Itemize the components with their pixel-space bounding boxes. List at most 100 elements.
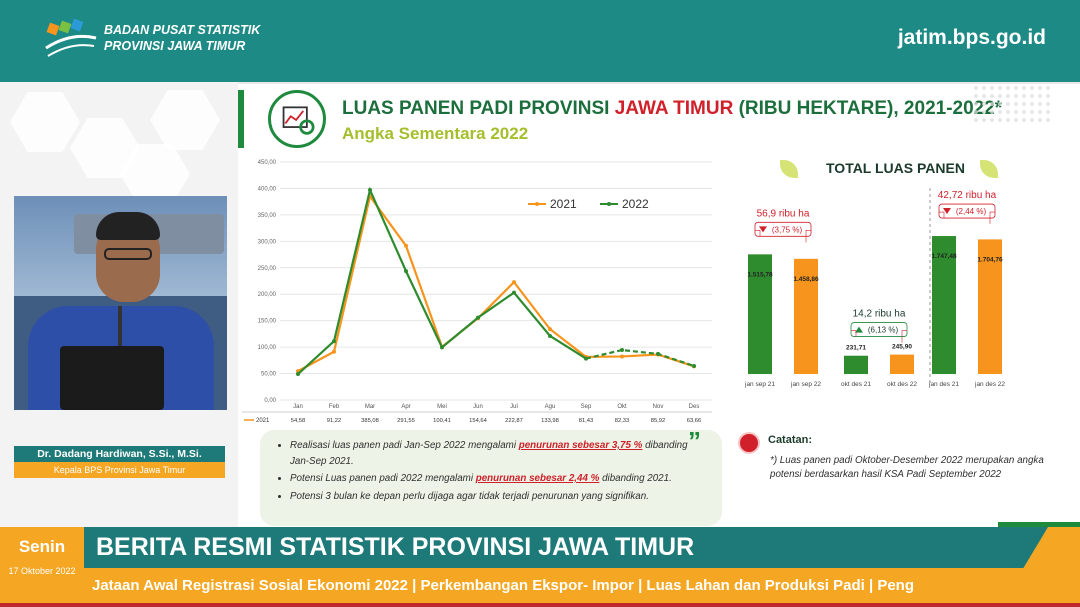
x-tick-label: Jan bbox=[293, 404, 303, 410]
bar-value-label: 245,90 bbox=[892, 344, 912, 351]
legend-label: 2021 bbox=[550, 197, 577, 211]
date-label: 17 Oktober 2022 bbox=[8, 566, 76, 576]
presentation-slide: LUAS PANEN PADI PROVINSI JAWA TIMUR (RIB… bbox=[238, 84, 1080, 527]
leaf-icon bbox=[780, 160, 798, 178]
harvest-charts: 0,00 50,00 100,00 150,00 200,00 250,00 300,00 3… bbox=[242, 160, 1005, 424]
x-tick-label: Apr bbox=[401, 404, 410, 410]
note-text: Potensi 3 bulan ke depan perlu dijaga ag… bbox=[290, 490, 649, 502]
bar-value-label: 231,71 bbox=[846, 345, 866, 352]
day-label: Senin bbox=[18, 537, 66, 556]
x-tick-label: Feb bbox=[329, 404, 340, 410]
bar-value-label: 1.704,76 bbox=[977, 256, 1003, 263]
note-emphasis: penurunan sebesar 3,75 % bbox=[518, 440, 643, 451]
data-point bbox=[476, 315, 480, 320]
y-tick-label: 250,00 bbox=[258, 266, 277, 272]
slide-corner-accent bbox=[998, 522, 1080, 527]
data-point bbox=[656, 351, 660, 356]
data-point bbox=[404, 243, 408, 248]
hex-decoration bbox=[150, 90, 220, 150]
bar-category-label: jan sep 22 bbox=[790, 381, 821, 388]
data-point bbox=[368, 188, 372, 193]
connector-line bbox=[851, 330, 857, 337]
org-line-2: PROVINSI JAWA TIMUR bbox=[104, 39, 246, 53]
slide-title-part1: LUAS PANEN PADI PROVINSI bbox=[342, 98, 615, 119]
change-badge bbox=[938, 203, 996, 219]
bar bbox=[932, 236, 956, 374]
table-value: 91,22 bbox=[327, 418, 342, 424]
table-value: 291,55 bbox=[397, 418, 415, 424]
bar-value-label: 1.747,48 bbox=[931, 253, 957, 260]
table-value: 82,33 bbox=[615, 418, 630, 424]
x-tick-label: Agu bbox=[545, 404, 556, 410]
date-box bbox=[0, 527, 84, 607]
data-point bbox=[332, 339, 336, 344]
slide-accent-bar bbox=[238, 90, 244, 148]
note-text: Realisasi luas panen padi Jan-Sep 2022 m… bbox=[290, 440, 519, 451]
bottom-red-line bbox=[0, 603, 1080, 607]
connector-line bbox=[755, 230, 761, 237]
change-percent-label: (2,44 %) bbox=[956, 207, 987, 216]
x-tick-label: Jul bbox=[510, 404, 518, 410]
table-value: 54,58 bbox=[291, 418, 306, 424]
table-value: 385,08 bbox=[361, 418, 379, 424]
change-amount-label: 42,72 ribu ha bbox=[938, 190, 997, 201]
bps-logo-icon bbox=[45, 18, 97, 57]
bar-category-label: okt des 22 bbox=[887, 381, 917, 388]
change-badge bbox=[850, 322, 908, 337]
y-tick-label: 100,00 bbox=[258, 345, 277, 351]
slide-title-part2: (RIBU HEKTARE), 2021-2022* bbox=[733, 98, 1003, 119]
legend-label: 2022 bbox=[622, 197, 649, 211]
table-value: 81,43 bbox=[579, 418, 594, 424]
y-tick-label: 300,00 bbox=[258, 239, 277, 245]
connector-line bbox=[989, 211, 995, 225]
catatan-text: *) Luas panen padi Oktober-Desember 2022… bbox=[770, 455, 1044, 480]
data-point bbox=[404, 269, 408, 274]
y-tick-label: 350,00 bbox=[258, 213, 277, 219]
slide-subtitle: Angka Sementara 2022 bbox=[342, 124, 529, 143]
headline-bar bbox=[0, 527, 1080, 568]
bar-category-label: jan des 22 bbox=[974, 381, 1005, 388]
hex-decoration bbox=[120, 144, 190, 204]
note-text: dibanding 2021. bbox=[599, 473, 672, 484]
bar bbox=[890, 354, 914, 374]
slide-title: LUAS PANEN PADI PROVINSI JAWA TIMUR (RIB… bbox=[342, 98, 1002, 120]
bar bbox=[978, 239, 1002, 374]
table-value: 63,66 bbox=[687, 418, 702, 424]
note-item: Potensi Luas panen padi 2022 mengalami p… bbox=[290, 471, 708, 487]
note-item: Potensi 3 bulan ke depan perlu dijaga ag… bbox=[290, 489, 708, 505]
bar bbox=[794, 258, 818, 374]
connector-line bbox=[805, 230, 811, 243]
data-point bbox=[548, 333, 552, 338]
bar-category-label: okt des 21 bbox=[841, 381, 871, 388]
bar bbox=[748, 254, 772, 374]
data-point bbox=[512, 280, 516, 285]
arrow-up-icon bbox=[855, 326, 863, 333]
data-point bbox=[584, 356, 588, 361]
x-tick-label: Des bbox=[689, 404, 700, 410]
bar-value-label: 1.458,86 bbox=[793, 276, 819, 283]
series-2021-line bbox=[297, 193, 695, 373]
presenter-name: Dr. Dadang Hardiwan, S.Si., M.Si. bbox=[14, 446, 225, 462]
table-value: 222,87 bbox=[505, 418, 523, 424]
change-percent-label: (3,75 %) bbox=[772, 225, 803, 234]
legend-marker bbox=[607, 202, 611, 206]
x-tick-label: Jun bbox=[473, 404, 483, 410]
presenter-role: Kepala BPS Provinsi Jawa Timur bbox=[14, 462, 225, 478]
note-text: dibanding Jan-Sep 2021. bbox=[290, 440, 688, 467]
y-tick-label: 400,00 bbox=[258, 186, 277, 192]
note-text: Potensi Luas panen padi 2022 mengalami bbox=[290, 473, 476, 484]
connector-line bbox=[901, 330, 907, 343]
data-point bbox=[548, 327, 552, 332]
catatan-title: Catatan: bbox=[768, 434, 813, 446]
table-value: 154,64 bbox=[469, 418, 488, 424]
y-tick-label: 150,00 bbox=[258, 319, 277, 325]
bar bbox=[844, 355, 868, 374]
series-2022-projection-line bbox=[585, 348, 695, 367]
change-amount-label: 56,9 ribu ha bbox=[757, 208, 810, 219]
arrow-down-icon bbox=[759, 226, 767, 233]
presenter-glasses bbox=[104, 248, 152, 260]
data-point bbox=[440, 345, 444, 350]
data-point bbox=[620, 354, 624, 359]
note-item: Realisasi luas panen padi Jan-Sep 2022 m… bbox=[290, 438, 708, 469]
y-tick-label: 200,00 bbox=[258, 292, 277, 298]
